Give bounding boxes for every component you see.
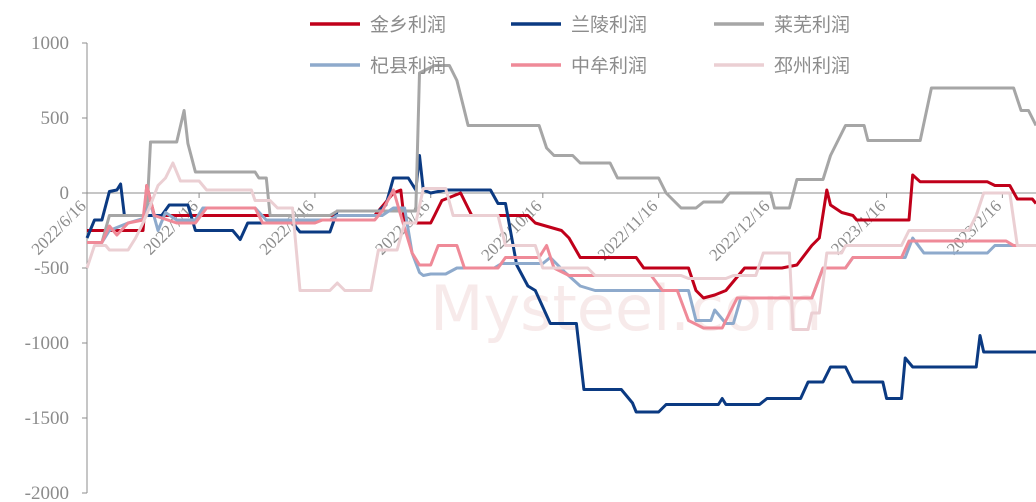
legend-label-2: 兰陵利润 bbox=[571, 14, 647, 36]
legend-label-3: 莱芜利润 bbox=[774, 14, 850, 36]
x-tick-label: 2022/8/16 bbox=[256, 196, 318, 258]
legend-label-5: 中牟利润 bbox=[571, 55, 647, 77]
plot-lines bbox=[85, 64, 1036, 414]
y-tick-label: -2000 bbox=[25, 483, 69, 502]
legend-label-4: 杞县利润 bbox=[370, 55, 446, 77]
series-line-3 bbox=[87, 64, 1036, 244]
y-axis: 1000 500 0 -500 -1000 -1500 -2000 bbox=[25, 33, 88, 502]
series-line-1 bbox=[87, 173, 1036, 300]
x-tick-label: 2022/11/16 bbox=[594, 196, 662, 264]
y-tick-label: -1000 bbox=[25, 333, 69, 354]
y-tick-label: -1500 bbox=[25, 408, 69, 429]
series-line-5 bbox=[87, 184, 1036, 330]
x-tick-label: 2022/6/16 bbox=[28, 196, 90, 258]
y-tick-label: 1000 bbox=[31, 33, 69, 54]
y-tick-label: -500 bbox=[34, 258, 69, 279]
x-tick-label: 2023/1/16 bbox=[827, 196, 889, 258]
legend-label-1: 金乡利润 bbox=[370, 14, 446, 36]
y-tick-label: 500 bbox=[41, 108, 70, 129]
series-line-6 bbox=[85, 161, 1036, 331]
y-tick-label: 0 bbox=[60, 183, 70, 204]
watermark: Mysteel.com bbox=[430, 272, 822, 345]
legend-label-6: 邳州利润 bbox=[774, 55, 850, 77]
x-tick-label: 2023/2/16 bbox=[943, 196, 1005, 258]
